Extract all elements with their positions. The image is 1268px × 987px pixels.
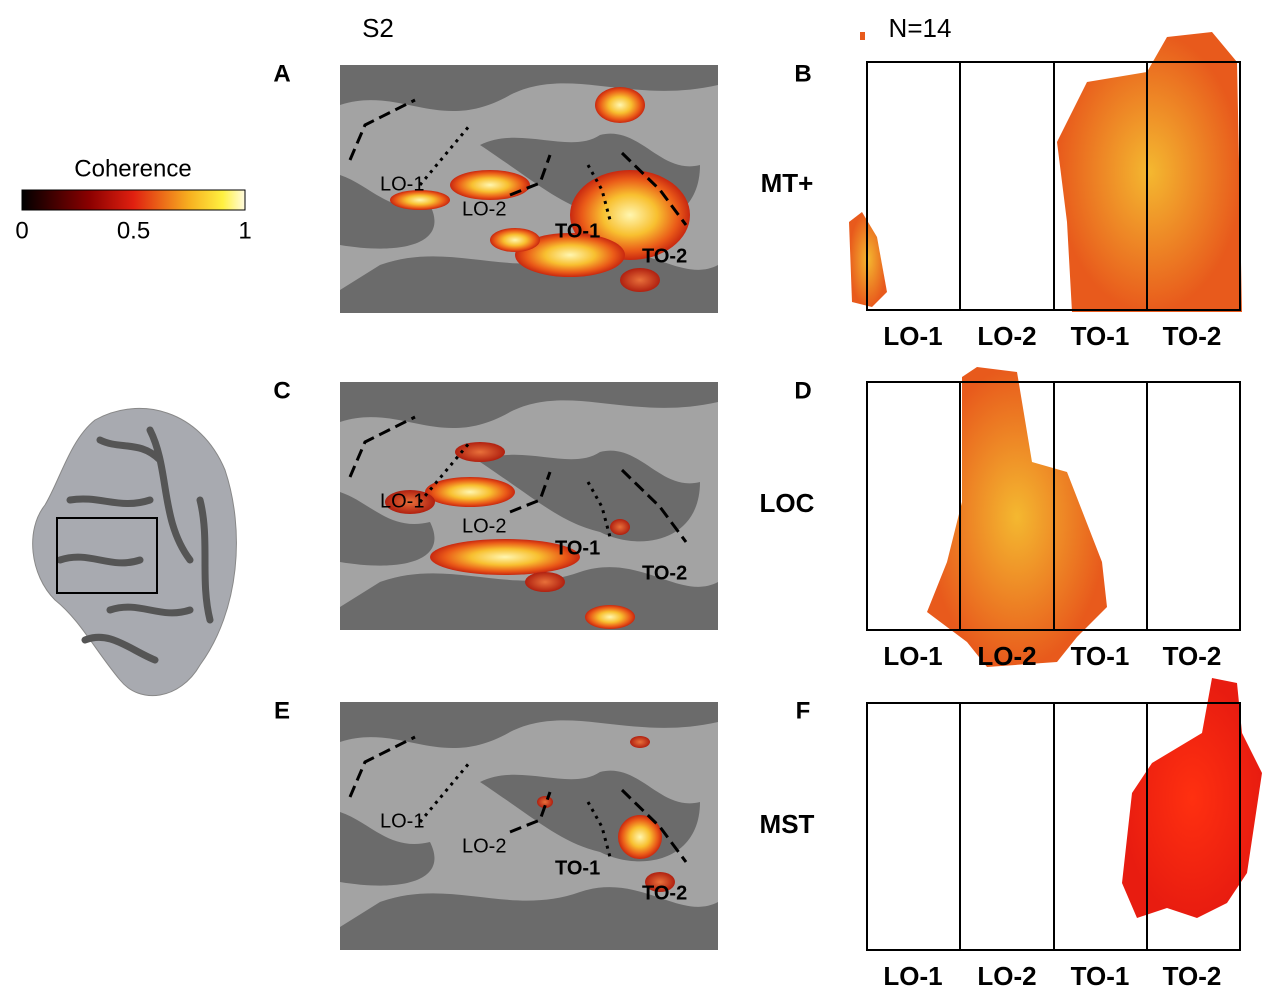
- column-label: TO-1: [1071, 641, 1130, 671]
- activation: [450, 170, 530, 200]
- column-label: TO-2: [1163, 961, 1222, 987]
- sulcus: [340, 65, 718, 112]
- boundary: [509, 471, 552, 514]
- region-label: TO-2: [642, 882, 687, 904]
- region-label: LO-2: [462, 515, 506, 537]
- panel-letter: C: [273, 377, 290, 404]
- boundary: [509, 154, 552, 197]
- boundary: [348, 98, 416, 161]
- column-label: LO-2: [977, 641, 1036, 671]
- group-label: N=14: [889, 13, 952, 43]
- group-map: [866, 678, 1262, 951]
- column-label: TO-2: [1163, 641, 1222, 671]
- boundary: [620, 788, 688, 863]
- boundary: [418, 124, 472, 186]
- colorbar-label: Coherence: [74, 155, 191, 182]
- activation: [645, 872, 675, 892]
- activation: [1057, 32, 1242, 312]
- sulcus: [340, 887, 718, 950]
- activation: [430, 539, 580, 575]
- region-label: TO-2: [642, 245, 687, 267]
- region-label: TO-1: [555, 220, 600, 242]
- activation: [1122, 678, 1262, 918]
- activation: [585, 605, 635, 629]
- region-label: LO-2: [462, 198, 506, 220]
- boundary: [620, 151, 688, 226]
- column-label: LO-1: [883, 321, 942, 351]
- boundary: [509, 791, 552, 834]
- sulcus: [340, 175, 435, 249]
- boundary: [348, 415, 416, 478]
- panel-letter: A: [273, 60, 290, 87]
- row-label: LOC: [760, 488, 815, 518]
- sulcus: [340, 812, 435, 886]
- panel-letter: B: [794, 60, 811, 87]
- brain-map: [340, 702, 718, 950]
- colorbar-tick-label: 0.5: [117, 217, 150, 244]
- activation: [620, 268, 660, 292]
- boundary: [586, 801, 612, 858]
- column-label: TO-1: [1071, 321, 1130, 351]
- column-label: LO-2: [977, 961, 1036, 987]
- activation: [525, 572, 565, 592]
- activation: [630, 736, 650, 748]
- boundary: [620, 468, 688, 543]
- activation: [390, 190, 450, 210]
- panel-letter: F: [796, 697, 811, 724]
- column-label: LO-1: [883, 641, 942, 671]
- column-label: TO-2: [1163, 321, 1222, 351]
- panel-letter: D: [794, 377, 811, 404]
- region-label: TO-1: [555, 857, 600, 879]
- activation: [490, 228, 540, 252]
- activation: [595, 87, 645, 123]
- sulcus: [340, 492, 435, 566]
- row-label: MST: [760, 809, 815, 839]
- sulcus: [340, 382, 718, 429]
- activation: [618, 815, 662, 859]
- colorbar: [21, 189, 246, 211]
- region-label: LO-1: [380, 810, 424, 832]
- panel-letter: E: [274, 697, 290, 724]
- activation: [927, 367, 1107, 667]
- activation: [425, 477, 515, 507]
- activation: [515, 233, 625, 277]
- column-label: TO-1: [1071, 961, 1130, 987]
- boundary: [586, 481, 612, 538]
- brain-map: [340, 382, 718, 630]
- region-label: LO-1: [380, 173, 424, 195]
- subject-label: S2: [362, 13, 394, 43]
- column-label: LO-2: [977, 321, 1036, 351]
- boundary: [348, 735, 416, 798]
- colorbar-tick-label: 0: [15, 217, 28, 244]
- activation: [610, 519, 630, 535]
- sulcus: [480, 450, 700, 542]
- brain-map: [340, 65, 718, 313]
- sulcus: [340, 702, 718, 749]
- activation: [385, 490, 435, 514]
- boundary: [418, 761, 472, 823]
- group-map: [849, 32, 1242, 312]
- region-label: LO-2: [462, 835, 506, 857]
- region-label: LO-1: [380, 490, 424, 512]
- group-map: [866, 367, 1241, 667]
- colorbar-tick-label: 1: [238, 217, 251, 244]
- column-label: LO-1: [883, 961, 942, 987]
- brain-inset: [32, 407, 237, 696]
- blob: [860, 32, 865, 40]
- region-label: TO-2: [642, 562, 687, 584]
- sulcus: [340, 250, 718, 313]
- boundary: [418, 441, 472, 503]
- region-label: TO-1: [555, 537, 600, 559]
- row-label: MT+: [761, 168, 814, 198]
- boundary: [586, 164, 612, 221]
